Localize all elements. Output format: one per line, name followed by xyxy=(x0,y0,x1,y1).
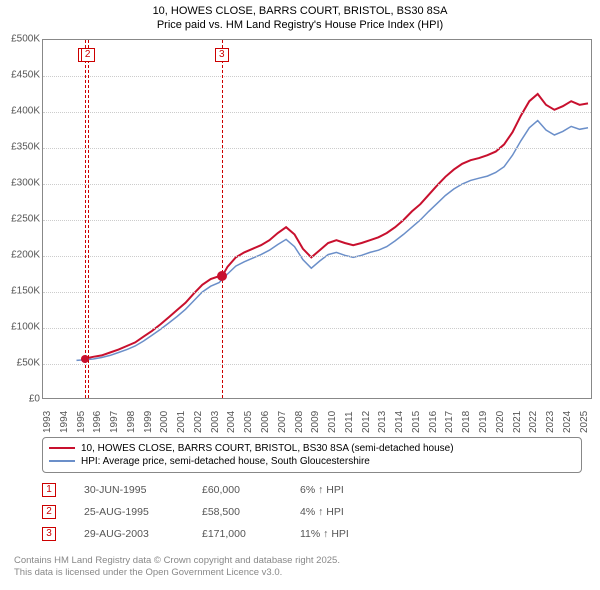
tx-date: 25-AUG-1995 xyxy=(84,506,174,518)
chart-area: 123 £0£50K£100K£150K£200K£250K£300K£350K… xyxy=(0,35,600,435)
plot-region: 123 xyxy=(42,39,592,399)
transaction-row: 2 25-AUG-1995 £58,500 4% ↑ HPI xyxy=(42,501,600,523)
series-price_paid xyxy=(85,94,588,359)
y-axis-label: £200K xyxy=(0,249,40,260)
title-line1: 10, HOWES CLOSE, BARRS COURT, BRISTOL, B… xyxy=(0,4,600,18)
tx-price: £60,000 xyxy=(202,484,272,496)
gridline xyxy=(43,112,591,113)
x-axis-label: 2011 xyxy=(344,411,355,433)
gridline xyxy=(43,328,591,329)
x-axis-label: 2006 xyxy=(260,410,271,432)
x-axis-label: 2018 xyxy=(461,410,472,432)
x-axis-label: 1994 xyxy=(59,410,70,432)
legend-swatch-2 xyxy=(49,460,75,462)
y-axis-label: £250K xyxy=(0,213,40,224)
gridline xyxy=(43,220,591,221)
title-block: 10, HOWES CLOSE, BARRS COURT, BRISTOL, B… xyxy=(0,0,600,35)
y-axis-label: £400K xyxy=(0,105,40,116)
y-axis-label: £500K xyxy=(0,33,40,44)
x-axis-label: 1993 xyxy=(42,410,53,432)
x-axis-label: 2017 xyxy=(444,410,455,432)
legend: 10, HOWES CLOSE, BARRS COURT, BRISTOL, B… xyxy=(42,437,582,473)
tx-date: 30-JUN-1995 xyxy=(84,484,174,496)
transaction-row: 3 29-AUG-2003 £171,000 11% ↑ HPI xyxy=(42,523,600,545)
x-axis-label: 2004 xyxy=(226,410,237,432)
x-axis-label: 2001 xyxy=(176,410,187,432)
x-axis-label: 2002 xyxy=(193,410,204,432)
tx-marker: 2 xyxy=(42,505,56,519)
legend-row-1: 10, HOWES CLOSE, BARRS COURT, BRISTOL, B… xyxy=(49,442,575,455)
x-axis-label: 2019 xyxy=(478,410,489,432)
gridline xyxy=(43,364,591,365)
title-line2: Price paid vs. HM Land Registry's House … xyxy=(0,18,600,32)
y-axis-label: £150K xyxy=(0,285,40,296)
x-axis-label: 2016 xyxy=(428,410,439,432)
x-axis-label: 2024 xyxy=(562,410,573,432)
tx-marker: 1 xyxy=(42,483,56,497)
x-axis-label: 2015 xyxy=(411,410,422,432)
x-axis-label: 2009 xyxy=(310,410,321,432)
marker-line-1 xyxy=(85,40,86,398)
footer: Contains HM Land Registry data © Crown c… xyxy=(14,555,600,580)
x-axis-label: 1995 xyxy=(76,410,87,432)
legend-swatch-1 xyxy=(49,447,75,449)
gridline xyxy=(43,76,591,77)
legend-label-2: HPI: Average price, semi-detached house,… xyxy=(81,456,370,467)
y-axis-label: £100K xyxy=(0,321,40,332)
tx-change: 11% ↑ HPI xyxy=(300,528,380,540)
footer-line1: Contains HM Land Registry data © Crown c… xyxy=(14,555,600,567)
x-axis-label: 2008 xyxy=(294,410,305,432)
x-axis-label: 1996 xyxy=(92,410,103,432)
tx-price: £58,500 xyxy=(202,506,272,518)
marker-line-2 xyxy=(88,40,89,398)
marker-line-3 xyxy=(222,40,223,398)
tx-price: £171,000 xyxy=(202,528,272,540)
y-axis-label: £350K xyxy=(0,141,40,152)
tx-marker: 3 xyxy=(42,527,56,541)
chart-container: 10, HOWES CLOSE, BARRS COURT, BRISTOL, B… xyxy=(0,0,600,590)
marker-dot-3 xyxy=(217,271,227,281)
x-axis-label: 2023 xyxy=(545,410,556,432)
x-axis-label: 2005 xyxy=(243,410,254,432)
x-axis-label: 2000 xyxy=(159,410,170,432)
y-axis-label: £0 xyxy=(0,393,40,404)
x-axis-label: 2013 xyxy=(377,410,388,432)
transaction-row: 1 30-JUN-1995 £60,000 6% ↑ HPI xyxy=(42,479,600,501)
tx-change: 6% ↑ HPI xyxy=(300,484,380,496)
legend-row-2: HPI: Average price, semi-detached house,… xyxy=(49,455,575,468)
gridline xyxy=(43,148,591,149)
x-axis-label: 1997 xyxy=(109,410,120,432)
gridline xyxy=(43,184,591,185)
gridline xyxy=(43,292,591,293)
footer-line2: This data is licensed under the Open Gov… xyxy=(14,567,600,579)
x-axis-label: 1998 xyxy=(126,410,137,432)
x-axis-label: 2014 xyxy=(394,410,405,432)
tx-date: 29-AUG-2003 xyxy=(84,528,174,540)
gridline xyxy=(43,256,591,257)
x-axis-label: 2012 xyxy=(361,410,372,432)
marker-box-3: 3 xyxy=(215,48,229,62)
legend-label-1: 10, HOWES CLOSE, BARRS COURT, BRISTOL, B… xyxy=(81,443,454,454)
series-hpi xyxy=(77,120,589,360)
y-axis-label: £300K xyxy=(0,177,40,188)
x-axis-label: 2025 xyxy=(579,410,590,432)
x-axis-label: 2020 xyxy=(495,410,506,432)
x-axis-label: 2022 xyxy=(528,410,539,432)
tx-change: 4% ↑ HPI xyxy=(300,506,380,518)
transactions-table: 1 30-JUN-1995 £60,000 6% ↑ HPI 2 25-AUG-1995 £… xyxy=(42,479,600,545)
y-axis-label: £50K xyxy=(0,357,40,368)
x-axis-label: 2003 xyxy=(210,410,221,432)
x-axis-label: 2007 xyxy=(277,410,288,432)
y-axis-label: £450K xyxy=(0,69,40,80)
x-axis-label: 2010 xyxy=(327,410,338,432)
marker-box-2: 2 xyxy=(81,48,95,62)
x-axis-label: 2021 xyxy=(512,410,523,432)
x-axis-label: 1999 xyxy=(143,410,154,432)
